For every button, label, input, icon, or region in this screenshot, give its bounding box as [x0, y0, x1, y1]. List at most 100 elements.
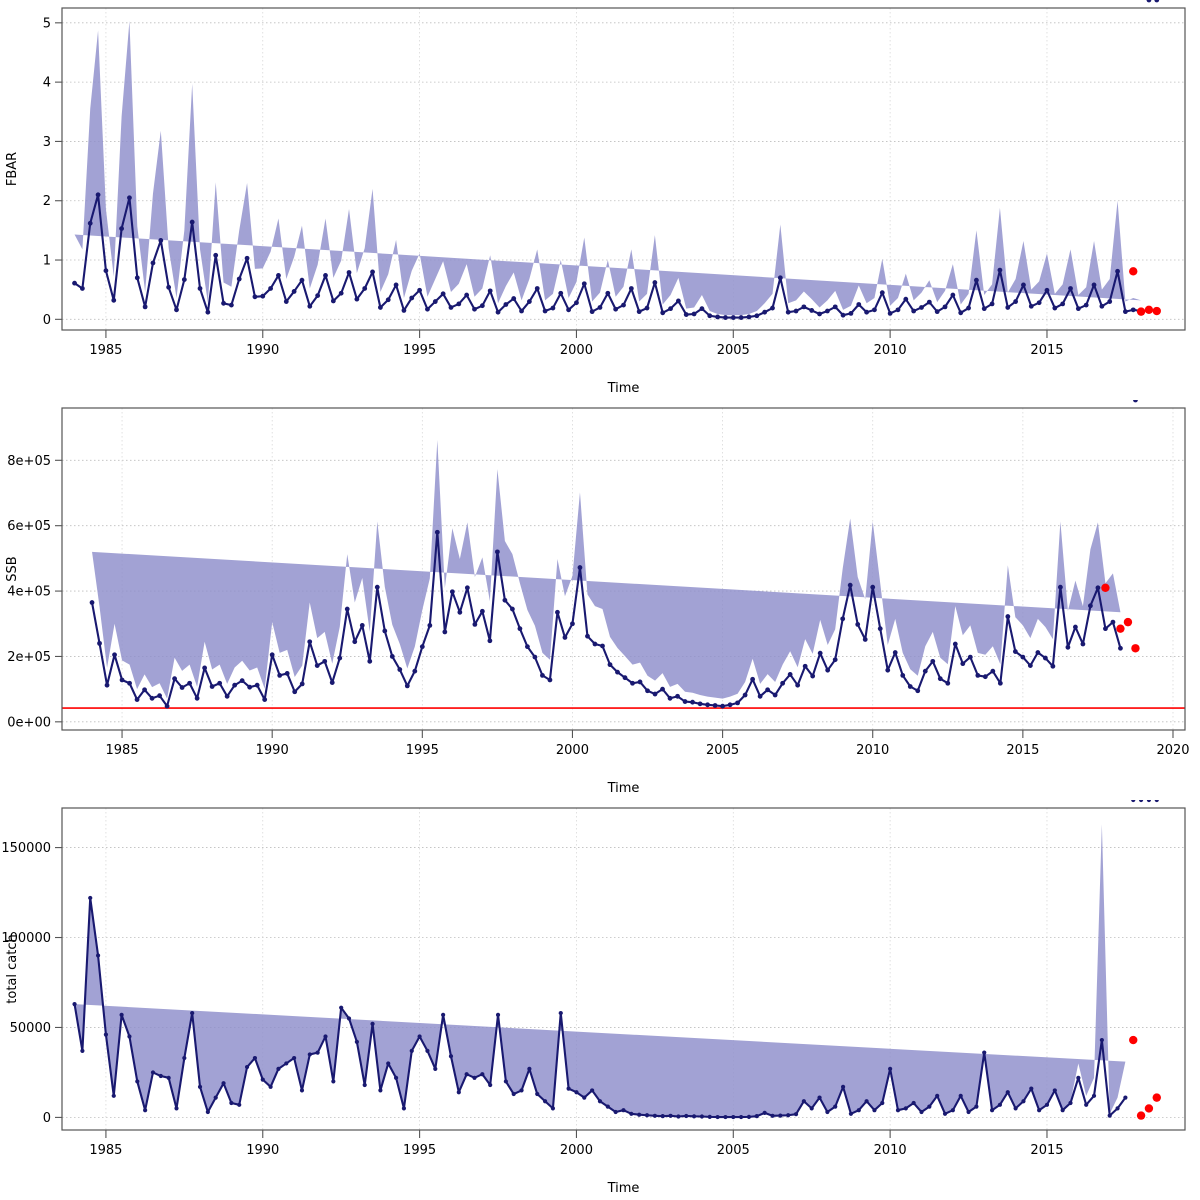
data-point — [517, 626, 523, 632]
forecast-points — [1101, 583, 1140, 653]
data-point — [1103, 626, 1108, 632]
data-point — [209, 684, 215, 689]
data-point — [441, 1012, 446, 1017]
data-point — [660, 1114, 665, 1119]
data-point — [558, 1010, 563, 1016]
data-point — [382, 628, 388, 634]
data-point — [785, 309, 791, 315]
data-point — [464, 585, 470, 591]
y-tick-label: 100000 — [1, 931, 51, 946]
data-point — [660, 686, 665, 692]
forecast-point — [1136, 307, 1146, 316]
data-point — [277, 673, 283, 678]
data-point — [111, 1093, 116, 1098]
x-axis-label: Time — [607, 781, 640, 796]
data-point — [652, 691, 658, 697]
data-point — [494, 549, 500, 555]
data-point — [535, 1091, 540, 1097]
y-tick-label: 150000 — [1, 841, 51, 856]
data-point — [179, 685, 185, 690]
data-point — [409, 295, 415, 301]
data-point — [825, 667, 831, 673]
data-point — [613, 306, 619, 312]
data-point — [1042, 655, 1048, 661]
data-point — [495, 309, 501, 315]
plot-frame — [61, 807, 1186, 1131]
data-point — [329, 680, 335, 685]
x-tick-label: 1985 — [106, 743, 139, 758]
data-point — [166, 284, 172, 290]
data-point — [284, 1061, 289, 1066]
data-point — [621, 302, 626, 308]
data-point — [989, 1108, 995, 1113]
data-point — [339, 1005, 344, 1010]
data-point — [636, 309, 642, 315]
data-point — [425, 306, 430, 312]
data-point — [990, 668, 996, 674]
data-point — [727, 702, 733, 708]
data-points — [72, 0, 1160, 320]
data-point — [697, 701, 703, 707]
data-point — [1130, 307, 1136, 313]
data-point — [1115, 1106, 1120, 1111]
confidence-ribbon — [74, 21, 1142, 316]
data-points — [72, 800, 1159, 1120]
data-point — [1073, 624, 1078, 630]
x-tick-label: 2015 — [1030, 343, 1063, 358]
y-tick-label: 50000 — [10, 1021, 51, 1036]
data-point — [1123, 1095, 1128, 1100]
data-point — [754, 1114, 759, 1119]
data-point — [892, 650, 898, 655]
data-point — [495, 1012, 501, 1017]
data-point — [960, 661, 966, 667]
data-point — [630, 680, 635, 686]
y-tick-label: 1 — [43, 254, 51, 269]
data-point — [307, 303, 313, 309]
x-tick-label: 2005 — [706, 743, 739, 758]
data-point — [570, 621, 575, 627]
data-point — [479, 303, 485, 309]
data-point — [903, 296, 909, 302]
data-point — [307, 639, 313, 645]
data-point — [374, 584, 380, 590]
data-point — [158, 238, 164, 243]
data-point — [89, 600, 95, 605]
data-point — [1027, 663, 1033, 668]
data-point — [157, 693, 162, 699]
data-point — [1110, 619, 1116, 625]
x-axis: 1985 1990 1995 2000 2005 2010 2015 — [89, 330, 1064, 358]
data-point — [1115, 268, 1120, 274]
data-point — [236, 276, 242, 282]
data-point — [919, 1109, 924, 1115]
data-point — [487, 638, 493, 644]
data-point — [915, 688, 921, 694]
data-point — [158, 1073, 163, 1079]
data-point — [367, 658, 373, 664]
data-point — [750, 676, 756, 682]
data-point — [1028, 303, 1034, 309]
data-point — [344, 606, 350, 612]
data-point — [323, 273, 328, 278]
data-point — [213, 1095, 218, 1100]
panel-ssb: 0e+00 2e+05 4e+05 6e+05 8e+05 1985 1990 1995 200… — [0, 400, 1200, 800]
data-point — [880, 1100, 885, 1106]
data-point — [770, 305, 775, 311]
data-point — [338, 290, 344, 296]
x-axis-label: Time — [607, 1181, 640, 1196]
data-point — [840, 1084, 846, 1089]
x-tick-label: 1995 — [403, 1143, 436, 1158]
data-point — [958, 1093, 963, 1098]
data-point — [795, 682, 801, 688]
data-point — [187, 680, 193, 686]
data-point — [229, 1100, 234, 1106]
data-point — [299, 277, 305, 283]
data-point — [856, 302, 862, 307]
data-point — [770, 1113, 775, 1118]
data-point — [181, 277, 187, 282]
data-point — [103, 1032, 109, 1037]
data-point — [676, 1114, 681, 1119]
x-tick-label: 2015 — [1006, 743, 1039, 758]
data-point — [87, 220, 93, 226]
data-point — [793, 1112, 799, 1117]
